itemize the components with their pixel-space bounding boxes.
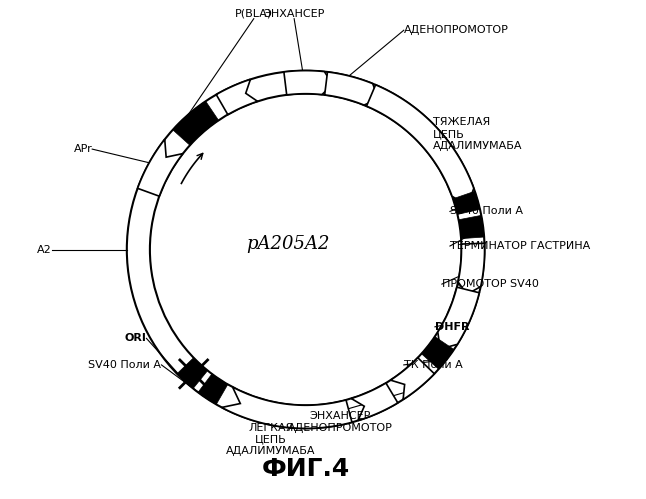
Text: ЭНХАНСЕР
АДЕНОПРОМОТОР: ЭНХАНСЕР АДЕНОПРОМОТОР [288,411,393,433]
Text: P(BLA): P(BLA) [235,8,273,18]
Polygon shape [458,243,484,294]
Text: pA205A2: pA205A2 [247,235,330,252]
Text: ТЕРМИНАТОР ГАСТРИНА: ТЕРМИНАТОР ГАСТРИНА [450,241,590,251]
Polygon shape [438,287,479,349]
Polygon shape [284,71,333,95]
Polygon shape [421,337,454,369]
Polygon shape [459,216,484,239]
Polygon shape [391,358,434,400]
Text: АДЕНОПРОМОТОР: АДЕНОПРОМОТОР [404,25,508,35]
Polygon shape [351,383,398,421]
Polygon shape [366,85,474,206]
Polygon shape [138,139,183,196]
Polygon shape [453,191,480,215]
Text: ЭНХАНСЕР: ЭНХАНСЕР [264,8,325,18]
Polygon shape [198,374,228,404]
Text: DHFR: DHFR [435,322,470,332]
Text: SV40 Поли A: SV40 Поли A [89,360,162,370]
Text: ФИГ.4: ФИГ.4 [262,457,350,481]
Text: ТЯЖЕЛАЯ
ЦЕПЬ
АДАЛИМУМАБА: ТЯЖЕЛАЯ ЦЕПЬ АДАЛИМУМАБА [433,117,522,151]
Polygon shape [177,358,207,389]
Text: APr: APr [74,144,92,154]
Text: ТК Поли A: ТК Поли A [404,360,463,370]
Text: A2: A2 [37,245,52,254]
Polygon shape [172,101,218,145]
Text: ПРОМОТОР SV40: ПРОМОТОР SV40 [442,279,539,289]
Polygon shape [325,72,379,105]
Text: SV40 Поли A: SV40 Поли A [450,207,523,217]
Polygon shape [222,387,352,428]
Polygon shape [216,79,258,115]
Text: ORI: ORI [125,333,147,343]
Text: ЛЕГКАЯ
ЦЕПЬ
АДАЛИМУМАБА: ЛЕГКАЯ ЦЕПЬ АДАЛИМУМАБА [226,423,316,456]
